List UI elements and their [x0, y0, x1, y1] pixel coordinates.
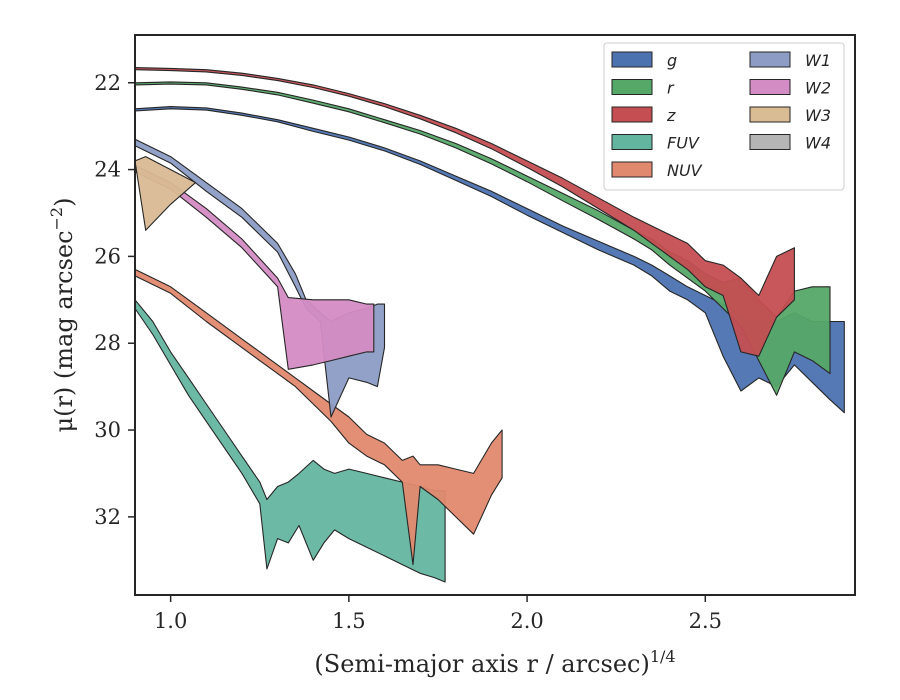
y-tick-label: 24 — [94, 158, 121, 182]
band-z — [134, 67, 795, 357]
legend-swatch-w3 — [749, 106, 791, 123]
legend-swatch-fuv — [611, 134, 653, 150]
band-nuv — [134, 268, 503, 566]
legend-label-w2: W2 — [805, 79, 831, 98]
y-axis-label: μ(r) (mag arcsec−2) — [47, 198, 78, 433]
x-axis-label-text: (Semi-major axis r / arcsec) — [314, 650, 649, 678]
legend-swatch-w4 — [749, 134, 791, 150]
legend-label-w3: W3 — [805, 106, 831, 125]
legend-swatch-g — [611, 51, 653, 68]
y-tick-label: 28 — [94, 331, 121, 355]
x-tick-label: 1.5 — [332, 609, 365, 633]
legend-label-r: r — [667, 79, 675, 98]
y-axis-label-superscript: −2 — [47, 207, 66, 231]
y-tick-label: 22 — [94, 71, 121, 95]
y-axis-ticks: 22 24 26 28 30 32 — [94, 71, 135, 529]
x-axis-label-superscript: 1/4 — [650, 647, 676, 666]
band-fuv — [134, 299, 446, 583]
y-tick-label: 30 — [94, 418, 121, 442]
band-w2 — [134, 164, 375, 370]
x-tick-label: 2.5 — [689, 609, 722, 633]
y-tick-label: 26 — [94, 244, 121, 268]
y-axis-label-close: ) — [50, 198, 78, 207]
legend-swatch-nuv — [611, 161, 653, 178]
legend-swatch-r — [611, 79, 653, 95]
profile-bands — [134, 67, 845, 583]
band-r — [134, 81, 831, 396]
legend: grz FUV NUV W1 W2 W3 W4 — [603, 42, 845, 191]
band-w1 — [134, 138, 386, 418]
x-tick-label: 2.0 — [510, 609, 543, 633]
legend-swatch-w2 — [749, 79, 791, 95]
y-axis-label-text: μ(r) (mag arcsec — [50, 230, 78, 432]
legend-label-w4: W4 — [805, 134, 831, 153]
legend-label-fuv: FUV — [667, 134, 700, 153]
legend-label-g: g — [667, 51, 677, 70]
legend-label-z: z — [666, 106, 676, 125]
x-axis-ticks: 1.0 1.5 2.0 2.5 — [154, 595, 722, 633]
legend-label-nuv: NUV — [667, 161, 703, 180]
legend-swatch-w1 — [749, 51, 791, 68]
x-axis-label: (Semi-major axis r / arcsec)1/4 — [314, 647, 675, 678]
legend-swatch-z — [611, 106, 653, 123]
legend-label-w1: W1 — [805, 51, 831, 70]
band-w3 — [134, 156, 197, 231]
x-tick-label: 1.0 — [154, 609, 187, 633]
plot-frame — [134, 34, 856, 596]
y-tick-label: 32 — [94, 505, 121, 529]
